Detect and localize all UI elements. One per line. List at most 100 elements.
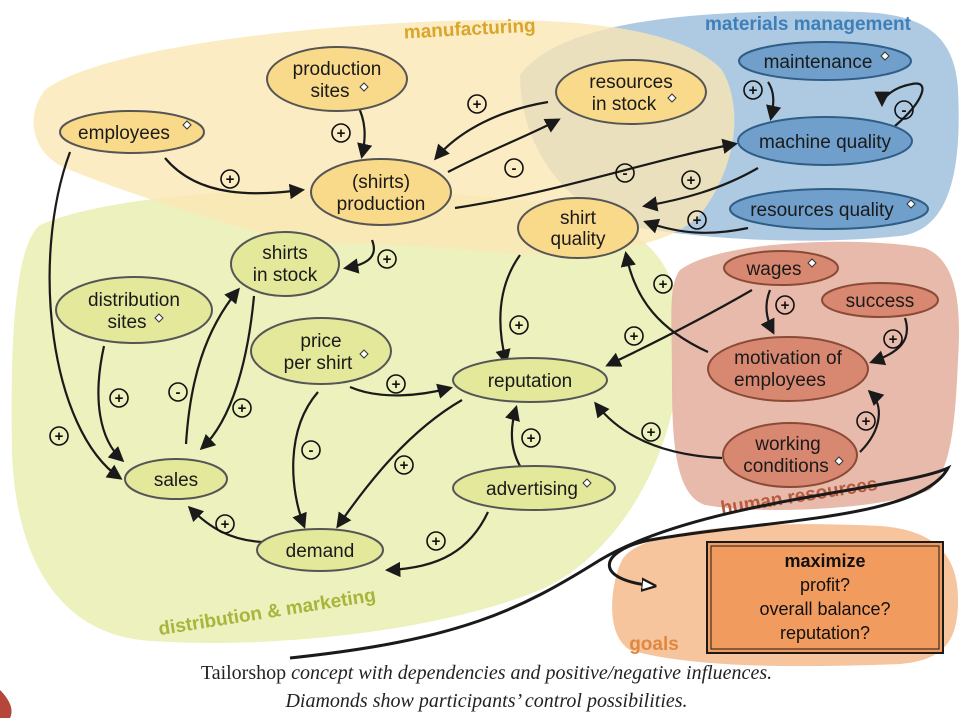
node-shirts-stock-label-1: shirts [262, 243, 307, 264]
svg-text:+: + [400, 457, 409, 474]
svg-text:-: - [176, 384, 181, 401]
svg-text:+: + [693, 212, 702, 229]
svg-text:+: + [630, 328, 639, 345]
plus-sign-icon: + [215, 514, 235, 534]
node-shirt-quality-label-1: shirt [560, 208, 597, 229]
goals-title: maximize [784, 551, 865, 571]
goals-item-profit: profit? [800, 575, 850, 595]
plus-sign-icon: + [687, 210, 707, 230]
minus-sign-icon: - [504, 158, 524, 178]
node-shirts-stock-label-2: in stock [253, 265, 318, 286]
svg-text:+: + [862, 413, 871, 430]
node-success[interactable]: success [821, 282, 939, 318]
node-working-conditions[interactable]: working conditions [722, 422, 858, 488]
node-employees[interactable]: employees [59, 110, 205, 154]
node-distribution-sites-label-1: distribution [88, 290, 180, 311]
edge-machinequality-self [874, 82, 924, 127]
edge-resourcesquality-shirtquality [643, 218, 749, 234]
edge-employees-production [164, 157, 306, 200]
plus-sign-icon: + [743, 80, 763, 100]
node-demand-label: demand [286, 541, 355, 562]
edge-employees-sales [48, 151, 123, 480]
svg-text:+: + [221, 516, 230, 533]
plus-sign-icon: + [521, 428, 541, 448]
minus-sign-icon: - [301, 440, 321, 460]
node-machine-quality[interactable]: machine quality [737, 116, 913, 166]
svg-text:+: + [226, 171, 235, 188]
edge-price-reputation [349, 383, 453, 399]
svg-text:+: + [889, 331, 898, 348]
node-maintenance-label: maintenance [764, 52, 873, 73]
svg-text:+: + [55, 428, 64, 445]
plus-sign-icon: + [394, 455, 414, 475]
node-success-label: success [846, 291, 915, 312]
plus-sign-icon: + [883, 329, 903, 349]
region-manufacturing [33, 19, 735, 255]
node-sales[interactable]: sales [124, 458, 228, 500]
edges [48, 81, 952, 660]
node-wages[interactable]: wages [723, 250, 839, 286]
plus-sign-icon: + [49, 426, 69, 446]
plus-sign-icon: + [232, 398, 252, 418]
node-demand[interactable]: demand [256, 528, 384, 572]
node-advertising-label: advertising [486, 479, 578, 500]
node-distribution-sites-label-2: sites [107, 312, 146, 333]
plus-sign-icon: + [377, 249, 397, 269]
edge-production-machinequality [454, 138, 739, 210]
sign-markers: + + + - - + + + - + + + + + + + + + - + … [49, 80, 914, 551]
region-label-goals: goals [629, 634, 679, 655]
figure-caption-line-2: Diamonds show participants’ control poss… [0, 690, 973, 713]
diamond-icon [906, 199, 916, 209]
node-resources-stock[interactable]: resources in stock [555, 59, 707, 125]
diamond-icon [880, 51, 890, 61]
node-resources-quality[interactable]: resources quality [729, 188, 929, 230]
node-reputation[interactable]: reputation [452, 357, 608, 403]
node-reputation-label: reputation [488, 371, 573, 392]
node-employees-label: employees [78, 123, 170, 144]
plus-sign-icon: + [331, 123, 351, 143]
node-price-per-shirt[interactable]: price per shirt [250, 317, 392, 385]
edge-advertising-demand [384, 511, 489, 578]
node-resources-quality-label: resources quality [750, 200, 894, 221]
edge-production-stock [447, 118, 561, 173]
minus-sign-icon: - [168, 382, 188, 402]
region-label-materials: materials management [705, 14, 912, 35]
edge-to-goals [289, 464, 952, 660]
svg-text:-: - [623, 165, 628, 182]
edge-success-motivation [869, 317, 908, 366]
svg-text:+: + [337, 125, 346, 142]
diamond-icon [182, 120, 192, 130]
node-price-label-2: per shirt [284, 353, 353, 374]
svg-text:+: + [749, 82, 758, 99]
node-shirts-stock[interactable]: shirts in stock [230, 231, 340, 297]
node-advertising[interactable]: advertising [452, 465, 616, 511]
edge-maintenance-machinequality [766, 81, 782, 122]
edge-shirtquality-reputation [495, 254, 521, 365]
node-shirt-quality[interactable]: shirt quality [517, 197, 639, 259]
svg-text:+: + [115, 390, 124, 407]
diamond-icon [154, 313, 164, 323]
node-maintenance[interactable]: maintenance [738, 41, 912, 81]
goals-item-balance: overall balance? [759, 599, 890, 619]
node-production-sites[interactable]: production sites [266, 46, 408, 112]
node-distribution-sites[interactable]: distribution sites [55, 276, 213, 344]
minus-sign-icon: - [615, 163, 635, 183]
node-production[interactable]: (shirts) production [310, 158, 452, 226]
edge-wages-motivation [760, 289, 775, 335]
node-motivation[interactable]: motivation of employees [707, 336, 869, 402]
edge-working-motivation [859, 389, 885, 453]
corner-decoration [0, 690, 12, 718]
diamond-icon [582, 478, 592, 488]
node-working-label-1: working [754, 434, 820, 455]
node-resources-stock-label-2: in stock [592, 94, 657, 115]
edge-machinequality-shirtquality [641, 167, 759, 212]
node-sales-label: sales [154, 470, 198, 491]
plus-sign-icon: + [109, 388, 129, 408]
edge-wages-reputation [605, 289, 753, 367]
plus-sign-icon: + [775, 295, 795, 315]
node-motivation-label-1: motivation of [734, 348, 842, 369]
diamond-icon [359, 349, 369, 359]
edge-motivation-shirtquality [620, 250, 709, 353]
svg-text:-: - [309, 442, 314, 459]
